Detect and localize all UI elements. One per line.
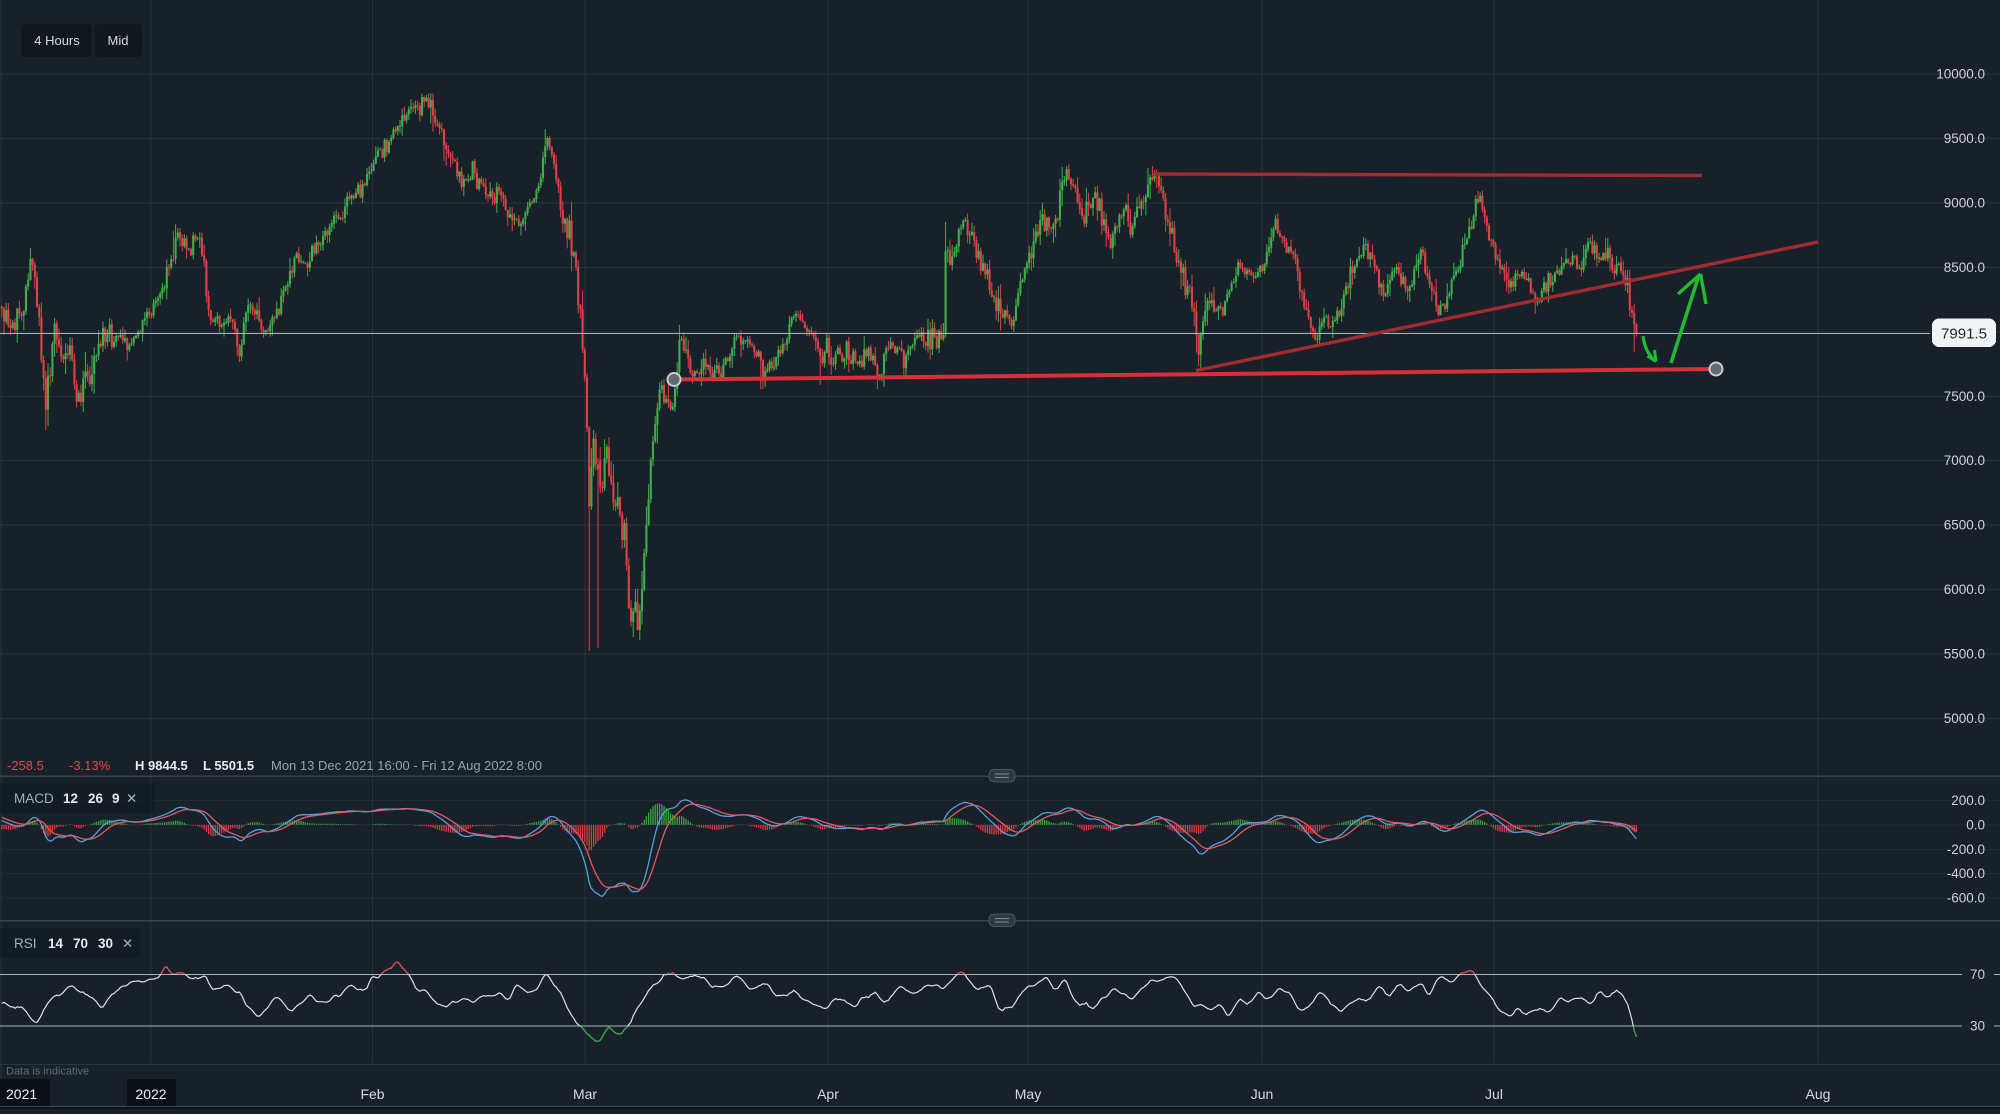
svg-text:-3.13%: -3.13% [69, 758, 111, 773]
svg-text:Mon 13 Dec 2021 16:00 - Fri 12: Mon 13 Dec 2021 16:00 - Fri 12 Aug 2022 … [271, 758, 542, 773]
svg-text:RSI: RSI [14, 936, 37, 951]
svg-text:0.0: 0.0 [1966, 817, 1985, 832]
svg-text:6000.0: 6000.0 [1944, 582, 1985, 597]
svg-text:8500.0: 8500.0 [1944, 260, 1985, 275]
svg-text:70: 70 [1970, 967, 1985, 982]
svg-text:Jul: Jul [1485, 1086, 1503, 1102]
svg-text:MACD: MACD [14, 791, 54, 806]
svg-text:14: 14 [48, 936, 64, 951]
svg-text:5000.0: 5000.0 [1944, 711, 1985, 726]
svg-text:Feb: Feb [360, 1086, 384, 1102]
svg-text:Aug: Aug [1806, 1086, 1831, 1102]
svg-text:7000.0: 7000.0 [1944, 453, 1985, 468]
svg-text:✕: ✕ [122, 936, 133, 951]
svg-text:-600.0: -600.0 [1947, 891, 1985, 906]
svg-text:30: 30 [98, 936, 113, 951]
svg-text:6500.0: 6500.0 [1944, 518, 1985, 533]
svg-text:-258.5: -258.5 [7, 758, 44, 773]
svg-text:26: 26 [88, 791, 104, 806]
svg-text:30: 30 [1970, 1019, 1985, 1034]
svg-text:9000.0: 9000.0 [1944, 196, 1985, 211]
svg-text:10000.0: 10000.0 [1936, 67, 1985, 82]
svg-text:H 9844.5: H 9844.5 [135, 758, 188, 773]
svg-text:L 5501.5: L 5501.5 [203, 758, 254, 773]
svg-text:4 Hours: 4 Hours [34, 33, 80, 48]
svg-text:Mar: Mar [573, 1086, 597, 1102]
svg-text:7500.0: 7500.0 [1944, 389, 1985, 404]
svg-text:May: May [1015, 1086, 1041, 1102]
svg-text:Apr: Apr [817, 1086, 839, 1102]
svg-text:9: 9 [112, 791, 120, 806]
svg-text:2021: 2021 [6, 1086, 37, 1102]
svg-text:2022: 2022 [135, 1086, 166, 1102]
svg-text:12: 12 [63, 791, 78, 806]
svg-text:Mid: Mid [108, 33, 129, 48]
svg-text:Jun: Jun [1251, 1086, 1274, 1102]
svg-text:7991.5: 7991.5 [1941, 326, 1987, 343]
svg-text:70: 70 [73, 936, 88, 951]
svg-text:9500.0: 9500.0 [1944, 131, 1985, 146]
svg-text:-400.0: -400.0 [1947, 866, 1985, 881]
svg-text:5500.0: 5500.0 [1944, 647, 1985, 662]
svg-text:-200.0: -200.0 [1947, 842, 1985, 857]
svg-text:200.0: 200.0 [1951, 793, 1985, 808]
svg-text:Data is indicative: Data is indicative [6, 1066, 89, 1078]
svg-text:✕: ✕ [126, 791, 137, 806]
